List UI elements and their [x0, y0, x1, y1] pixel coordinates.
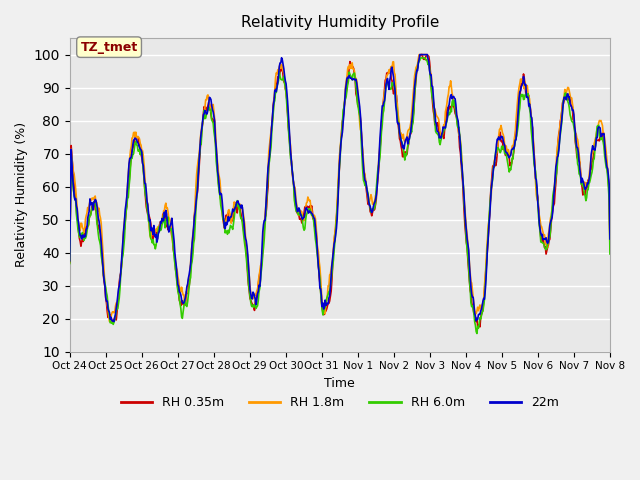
- Legend: RH 0.35m, RH 1.8m, RH 6.0m, 22m: RH 0.35m, RH 1.8m, RH 6.0m, 22m: [116, 391, 564, 414]
- Text: TZ_tmet: TZ_tmet: [81, 41, 138, 54]
- Y-axis label: Relativity Humidity (%): Relativity Humidity (%): [15, 122, 28, 267]
- Title: Relativity Humidity Profile: Relativity Humidity Profile: [241, 15, 439, 30]
- X-axis label: Time: Time: [324, 377, 355, 390]
